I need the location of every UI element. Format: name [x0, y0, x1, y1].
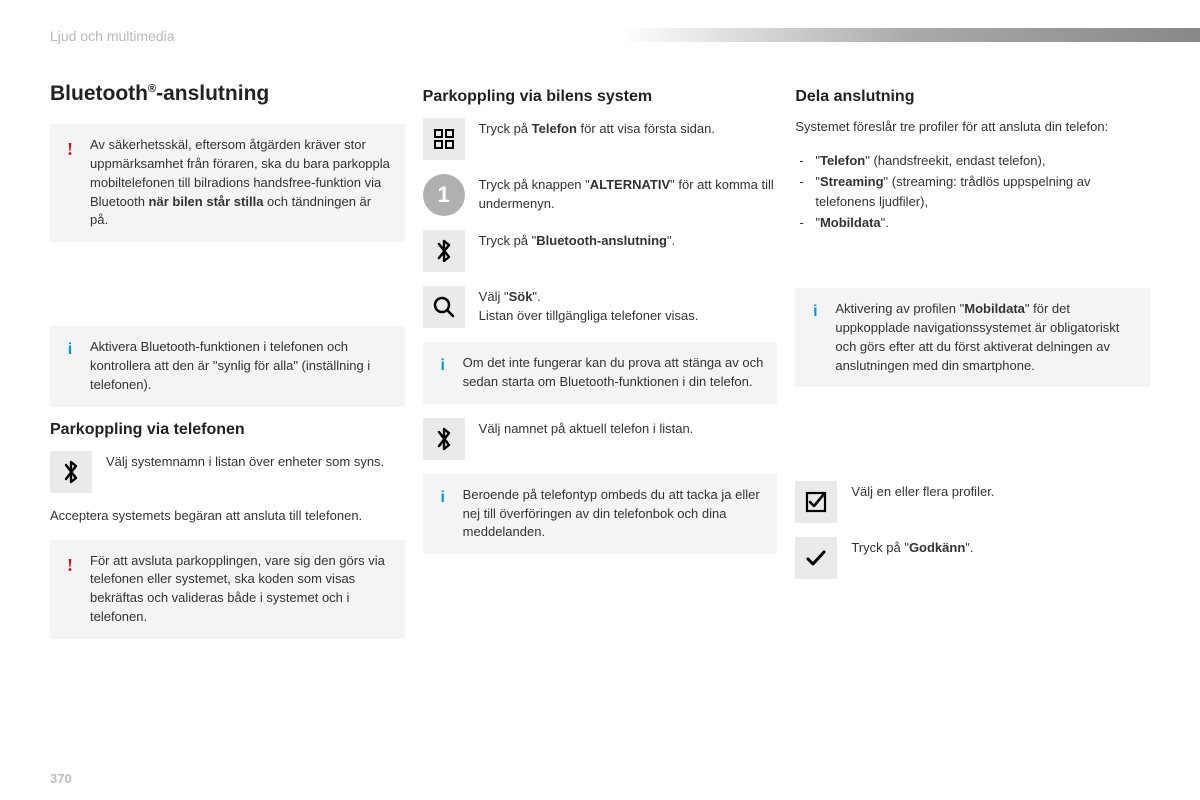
- info-callout-contacts: i Beroende på telefontyp ombeds du att t…: [423, 474, 778, 555]
- grid-icon: [423, 118, 465, 160]
- info-callout-restart: i Om det inte fungerar kan du prova att …: [423, 342, 778, 404]
- warn1-text-bold: när bilen står stilla: [149, 194, 264, 209]
- warning-callout-1: ! Av säkerhetsskäl, eftersom åtgärden kr…: [50, 124, 405, 242]
- ok-post: ".: [965, 540, 973, 555]
- info-md-pre: Aktivering av profilen ": [835, 301, 964, 316]
- heading-pair-phone: Parkoppling via telefonen: [50, 421, 405, 439]
- s1-post: för att visa första sidan.: [577, 121, 715, 136]
- search-icon: [423, 286, 465, 328]
- exclamation-icon: !: [62, 136, 78, 162]
- s4-bold: Sök: [509, 289, 533, 304]
- column-2: Parkoppling via bilens system Tryck på T…: [423, 82, 778, 653]
- step-select-profiles-text: Välj en eller flera profiler.: [851, 481, 1150, 502]
- title-sup: ®: [148, 83, 156, 95]
- s4-line2: Listan över tillgängliga telefoner visas…: [479, 308, 699, 323]
- checkbox-icon: [795, 481, 837, 523]
- step-bt-connect: Tryck på "Bluetooth-anslutning".: [423, 230, 778, 272]
- bluetooth-icon: [50, 451, 92, 493]
- step-options-text: Tryck på knappen "ALTERNATIV" för att ko…: [479, 174, 778, 214]
- li1-bold: Telefon: [820, 153, 865, 168]
- step-approve: Tryck på "Godkänn".: [795, 537, 1150, 579]
- profile-mobildata: "Mobildata".: [795, 213, 1150, 234]
- step-bt-connect-text: Tryck på "Bluetooth-anslutning".: [479, 230, 778, 251]
- ok-bold: Godkänn: [909, 540, 965, 555]
- info-icon: i: [435, 486, 451, 509]
- step-phone-page-text: Tryck på Telefon för att visa första sid…: [479, 118, 778, 139]
- heading-pair-system: Parkoppling via bilens system: [423, 88, 778, 106]
- info-md-bold: Mobildata: [964, 301, 1025, 316]
- info-icon: i: [435, 354, 451, 377]
- s1-pre: Tryck på: [479, 121, 532, 136]
- s4-pre: Välj ": [479, 289, 509, 304]
- li3-post: ".: [881, 215, 889, 230]
- column-3: Dela anslutning Systemet föreslår tre pr…: [795, 82, 1150, 653]
- step-options: 1 Tryck på knappen "ALTERNATIV" för att …: [423, 174, 778, 216]
- step-select-profiles: Välj en eller flera profiler.: [795, 481, 1150, 523]
- info-restart-text: Om det inte fungerar kan du prova att st…: [463, 355, 764, 389]
- s4-post: ".: [532, 289, 540, 304]
- step-search-text: Välj "Sök". Listan över tillgängliga tel…: [479, 286, 778, 326]
- title-post: -anslutning: [156, 82, 269, 105]
- warning-callout-2: ! För att avsluta parkopplingen, vare si…: [50, 540, 405, 639]
- page-number: 370: [50, 771, 72, 786]
- number-1-icon: 1: [423, 174, 465, 216]
- profile-phone: "Telefon" (handsfreekit, endast telefon)…: [795, 151, 1150, 172]
- s2-pre: Tryck på knappen ": [479, 177, 590, 192]
- profile-list: "Telefon" (handsfreekit, endast telefon)…: [795, 151, 1150, 234]
- info-icon: i: [62, 338, 78, 361]
- s1-bold: Telefon: [532, 121, 577, 136]
- warn2-text: För att avsluta parkopplingen, vare sig …: [90, 553, 385, 625]
- step-phone-page: Tryck på Telefon för att visa första sid…: [423, 118, 778, 160]
- page-title: Bluetooth®-anslutning: [50, 82, 405, 106]
- content-columns: Bluetooth®-anslutning ! Av säkerhetsskäl…: [50, 82, 1150, 653]
- info1-text: Aktivera Bluetooth-funktionen i telefone…: [90, 339, 370, 392]
- step-search: Välj "Sök". Listan över tillgängliga tel…: [423, 286, 778, 328]
- bluetooth-icon: [423, 418, 465, 460]
- column-1: Bluetooth®-anslutning ! Av säkerhetsskäl…: [50, 82, 405, 653]
- li1-post: " (handsfreekit, endast telefon),: [865, 153, 1045, 168]
- s3-pre: Tryck på ": [479, 233, 537, 248]
- step-select-system: Välj systemnamn i listan över enheter so…: [50, 451, 405, 493]
- info-icon: i: [807, 300, 823, 323]
- bluetooth-icon: [423, 230, 465, 272]
- li2-bold: Streaming: [820, 174, 884, 189]
- s3-bold: Bluetooth-anslutning: [536, 233, 667, 248]
- step-select-phone: Välj namnet på aktuell telefon i listan.: [423, 418, 778, 460]
- step-select-system-text: Välj systemnamn i listan över enheter so…: [106, 451, 405, 472]
- share-intro: Systemet föreslår tre profiler för att a…: [795, 118, 1150, 137]
- li3-bold: Mobildata: [820, 215, 881, 230]
- title-pre: Bluetooth: [50, 82, 148, 105]
- info-contacts-text: Beroende på telefontyp ombeds du att tac…: [463, 487, 760, 540]
- ok-pre: Tryck på ": [851, 540, 909, 555]
- exclamation-icon: !: [62, 552, 78, 578]
- info-callout-1: i Aktivera Bluetooth-funktionen i telefo…: [50, 326, 405, 407]
- s2-bold: ALTERNATIV: [590, 177, 670, 192]
- step-approve-text: Tryck på "Godkänn".: [851, 537, 1150, 558]
- step-select-phone-text: Välj namnet på aktuell telefon i listan.: [479, 418, 778, 439]
- check-icon: [795, 537, 837, 579]
- profile-streaming: "Streaming" (streaming: trådlös uppspeln…: [795, 172, 1150, 214]
- heading-share: Dela anslutning: [795, 88, 1150, 106]
- info-callout-mobildata: i Aktivering av profilen "Mobildata" för…: [795, 288, 1150, 387]
- accept-paragraph: Acceptera systemets begäran att ansluta …: [50, 507, 405, 526]
- s3-post: ".: [667, 233, 675, 248]
- header-stripe: [620, 28, 1200, 42]
